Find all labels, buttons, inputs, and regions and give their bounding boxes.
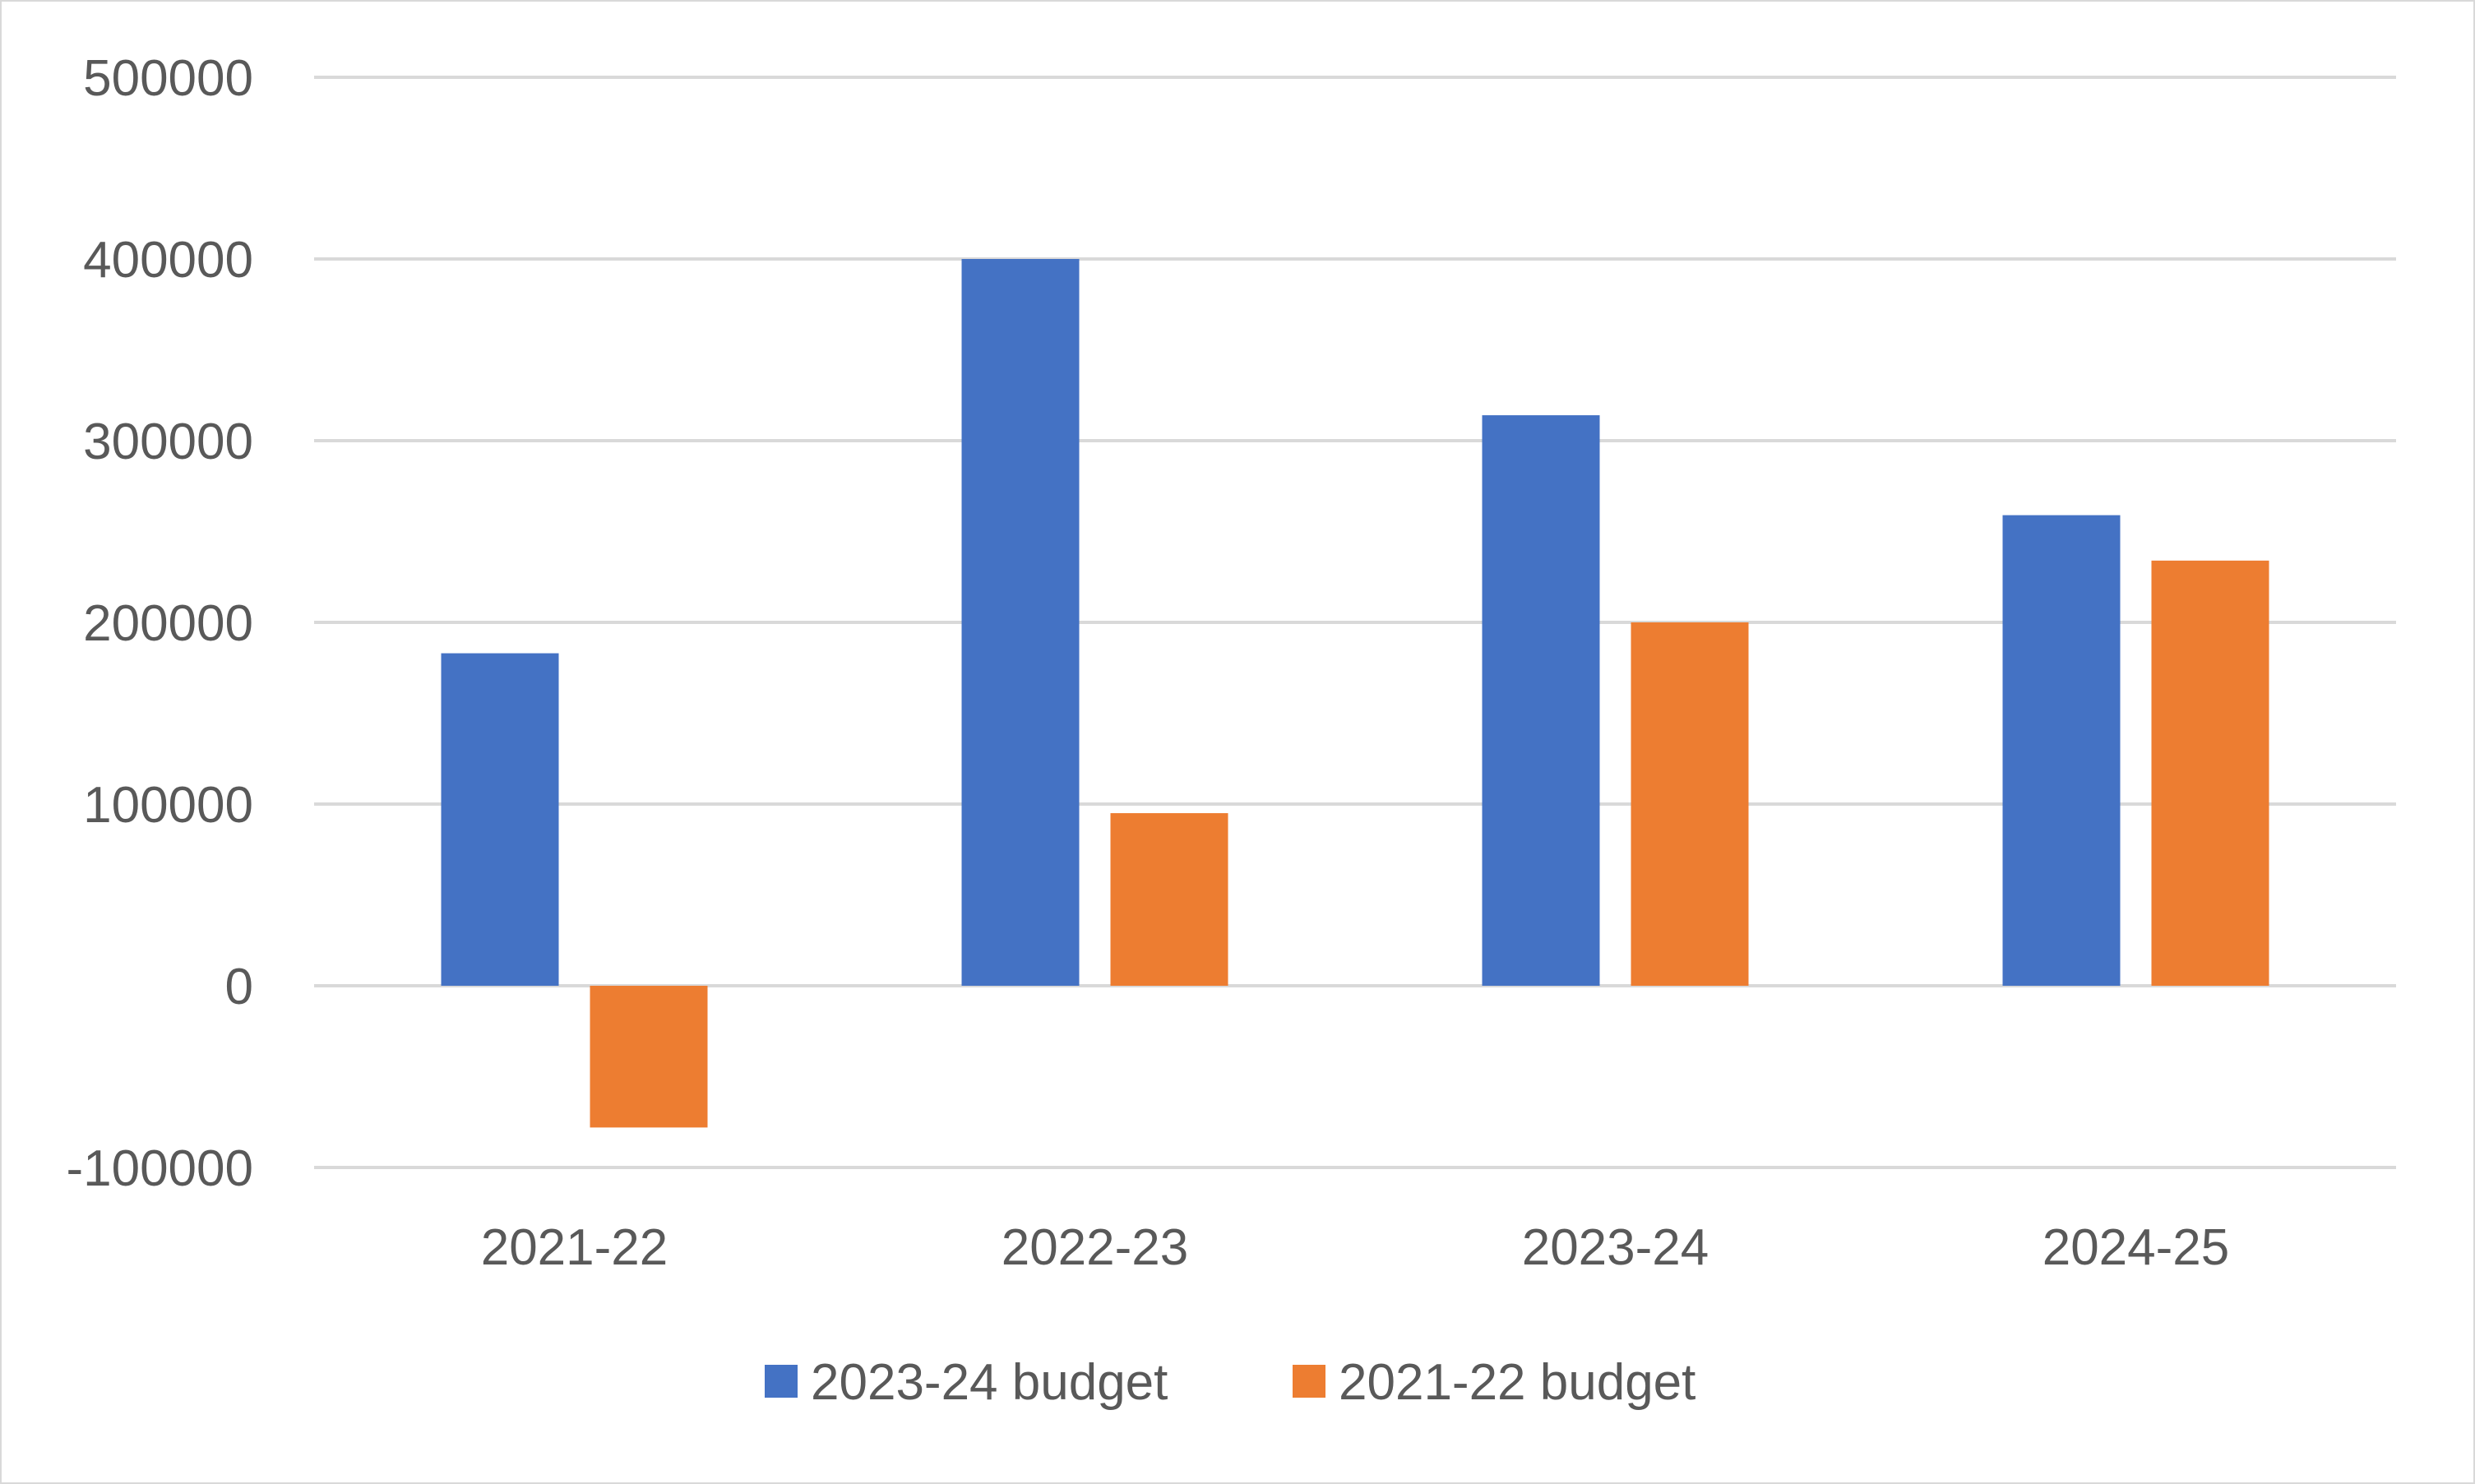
bar-2023-24-budget-2021-22 — [441, 653, 559, 986]
y-tick-label: 0 — [225, 959, 253, 1015]
bar-2021-22-budget-2023-24 — [1631, 622, 1749, 986]
x-category-label: 2022-23 — [1002, 1219, 1189, 1276]
x-category-label: 2023-24 — [1522, 1219, 1709, 1276]
y-axis-tick-labels: 500000 400000 300000 200000 100000 0 -100000 — [66, 50, 253, 1197]
y-tick-label: 100000 — [83, 777, 253, 834]
y-tick-label: 300000 — [83, 414, 253, 470]
bar-2021-22-budget-2021-22 — [590, 986, 708, 1128]
x-category-label: 2024-25 — [2042, 1219, 2230, 1276]
bars — [441, 259, 2269, 1128]
x-category-label: 2021-22 — [481, 1219, 668, 1276]
bar-2023-24-budget-2023-24 — [1482, 415, 1600, 986]
legend-swatch — [765, 1365, 798, 1398]
legend: 2023-24 budget 2021-22 budget — [765, 1354, 1695, 1411]
legend-label: 2023-24 budget — [811, 1354, 1168, 1411]
bar-2021-22-budget-2024-25 — [2151, 560, 2269, 986]
bar-2023-24-budget-2022-23 — [961, 259, 1080, 986]
x-axis-category-labels: 2021-22 2022-23 2023-24 2024-25 — [481, 1219, 2230, 1276]
y-tick-label: 200000 — [83, 595, 253, 652]
y-tick-label: 500000 — [83, 50, 253, 107]
legend-swatch — [1293, 1365, 1325, 1398]
legend-label: 2021-22 budget — [1339, 1354, 1695, 1411]
y-tick-label: 400000 — [83, 232, 253, 289]
y-tick-label: -100000 — [66, 1140, 253, 1197]
bar-2021-22-budget-2022-23 — [1110, 813, 1228, 986]
bar-2023-24-budget-2024-25 — [2002, 515, 2121, 986]
